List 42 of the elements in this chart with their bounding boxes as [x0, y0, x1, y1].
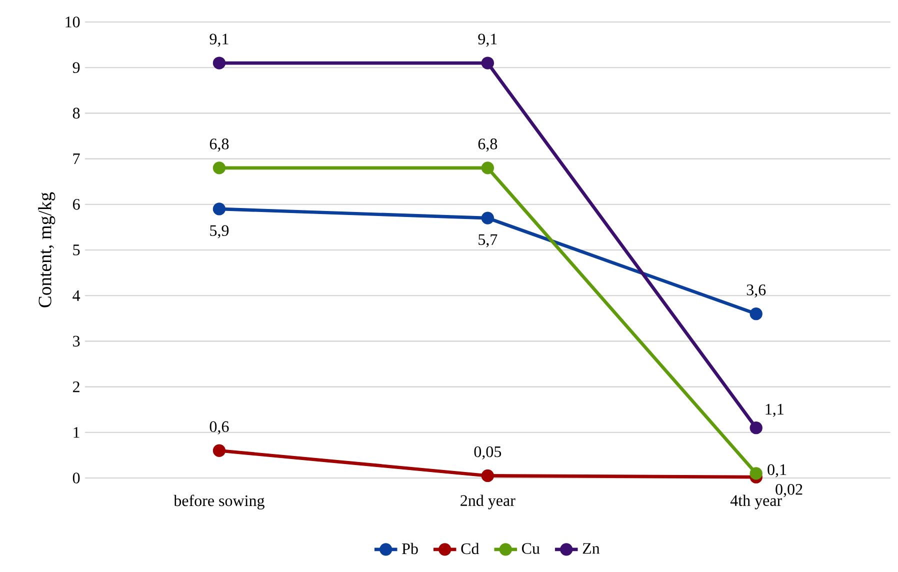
point — [481, 56, 494, 70]
y-tick-label: 3 — [73, 336, 80, 347]
y-tick-label: 8 — [72, 108, 80, 119]
data-label: 3,6 — [746, 284, 766, 298]
point — [212, 444, 226, 457]
data-label: 0,02 — [776, 484, 802, 498]
point — [481, 162, 494, 174]
y-tick-label: 2 — [73, 381, 80, 392]
x-tick-label: 4th year — [730, 494, 782, 510]
data-label: 6,8 — [210, 138, 229, 152]
point — [750, 467, 762, 480]
y-tick-label: 6 — [72, 199, 80, 210]
y-tick-label: 1 — [74, 427, 80, 438]
y-axis-title: Content, mg/kg — [38, 192, 56, 308]
y-tick-label: 10 — [66, 16, 80, 28]
data-label: 1,1 — [766, 404, 784, 417]
data-label: 9,1 — [478, 34, 497, 47]
point — [750, 422, 762, 434]
point — [212, 56, 226, 70]
y-tick-label: 7 — [73, 154, 80, 164]
y-tick-label: 0 — [72, 472, 80, 484]
x-tick-label: before sowing — [174, 494, 264, 510]
data-label: 9,1 — [210, 34, 228, 47]
data-label: 5,9 — [210, 225, 229, 238]
x-tick-label: 2nd year — [460, 494, 516, 510]
y-tick-label: 4 — [72, 290, 80, 301]
point — [212, 202, 226, 216]
point — [750, 308, 762, 320]
legend-label: Cd — [461, 542, 480, 554]
legend-label: Pb — [402, 542, 418, 554]
point — [481, 212, 494, 224]
y-tick-label: 9 — [72, 62, 80, 73]
data-label: 6,8 — [478, 138, 498, 152]
y-tick-label: 5 — [73, 244, 80, 256]
point — [481, 469, 494, 482]
legend-label: Cu — [522, 543, 540, 554]
data-label: 5,7 — [478, 234, 498, 248]
legend-label: Zn — [582, 543, 600, 554]
point — [212, 162, 226, 174]
data-label: 0,05 — [474, 446, 502, 460]
data-label: 0,6 — [210, 421, 229, 434]
data-label: 0,1 — [768, 464, 786, 478]
